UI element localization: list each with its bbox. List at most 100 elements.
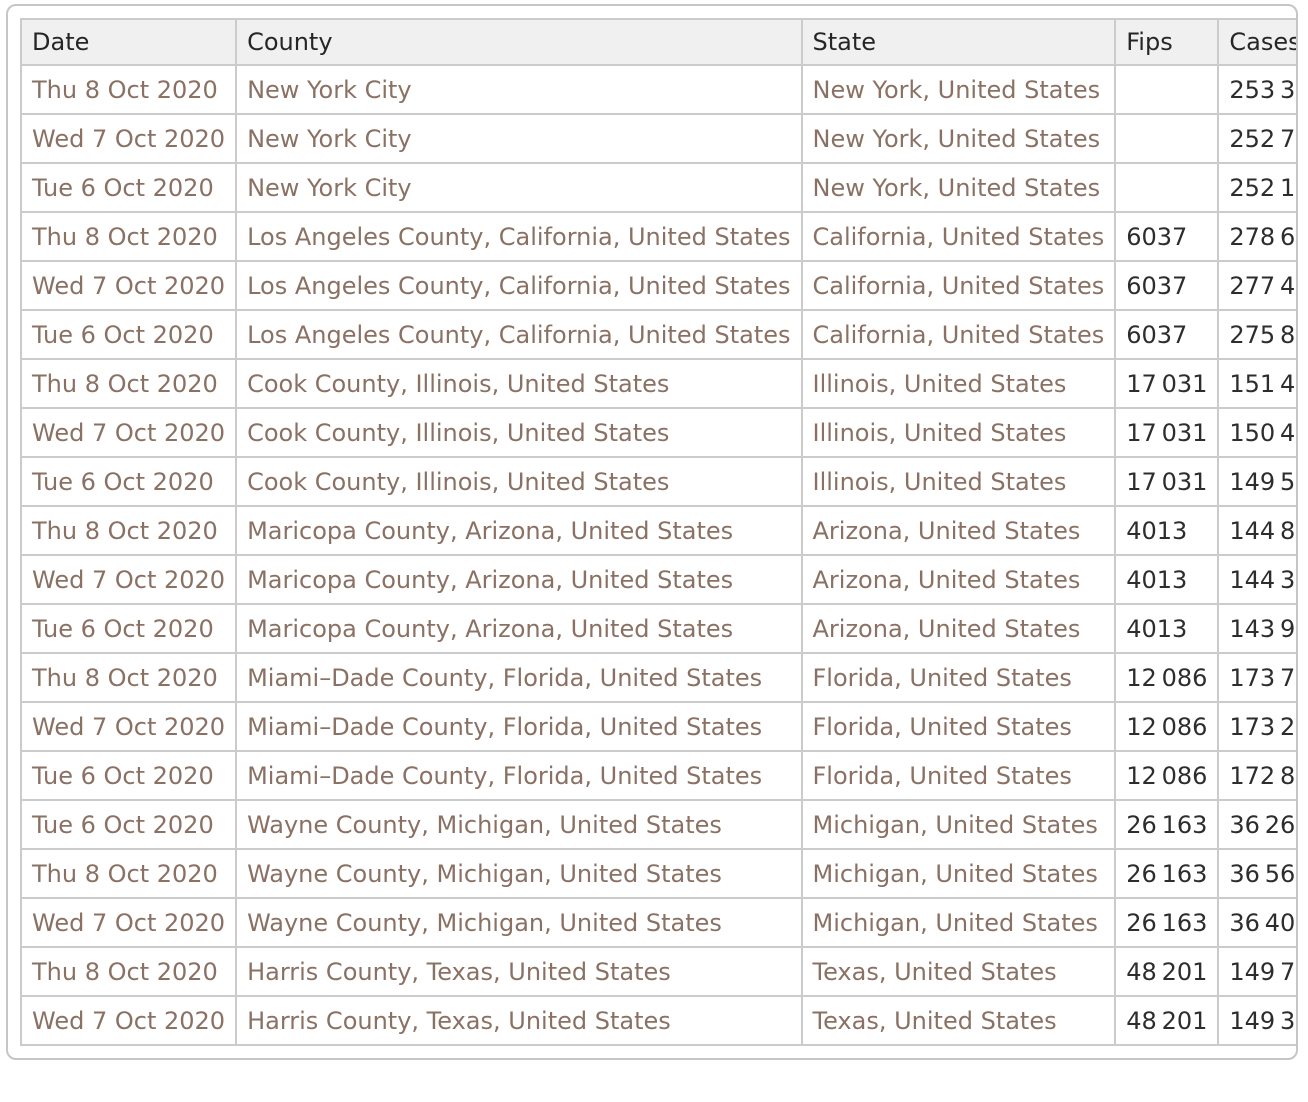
cell-county: New York City: [235, 162, 803, 213]
table-row: Thu 8 Oct 2020 Maricopa County, Arizona,…: [19, 505, 1296, 556]
column-header-county: County: [235, 18, 803, 66]
table-row: Wed 7 Oct 2020 Miami–Dade County, Florid…: [19, 701, 1296, 752]
table-row: Thu 8 Oct 2020 Miami–Dade County, Florid…: [19, 652, 1296, 703]
cell-state: Illinois, United States: [800, 407, 1117, 458]
cell-cases: 149 394: [1217, 995, 1296, 1046]
cell-date: Thu 8 Oct 2020: [19, 211, 238, 262]
cell-state: Florida, United States: [800, 701, 1117, 752]
cell-date: Wed 7 Oct 2020: [19, 554, 238, 605]
cell-county: Cook County, Illinois, United States: [235, 358, 803, 409]
cell-county: Maricopa County, Arizona, United States: [235, 505, 803, 556]
cell-cases: 149 588: [1217, 456, 1296, 507]
cell-cases: 278 665: [1217, 211, 1296, 262]
cell-cases: 150 400: [1217, 407, 1296, 458]
cell-county: Los Angeles County, California, United S…: [235, 211, 803, 262]
cell-fips: [1114, 64, 1220, 115]
cell-state: New York, United States: [800, 162, 1117, 213]
table-row: Tue 6 Oct 2020 New York City New York, U…: [19, 162, 1296, 213]
table-row: Tue 6 Oct 2020 Maricopa County, Arizona,…: [19, 603, 1296, 654]
cell-date: Tue 6 Oct 2020: [19, 799, 238, 850]
data-table: Date County State Fips Cases Deaths Thu …: [19, 18, 1296, 1046]
cell-fips: 17 031: [1114, 456, 1220, 507]
cell-county: Los Angeles County, California, United S…: [235, 260, 803, 311]
cell-fips: 12 086: [1114, 750, 1220, 801]
cell-state: Arizona, United States: [800, 554, 1117, 605]
cell-date: Tue 6 Oct 2020: [19, 456, 238, 507]
cell-fips: 4013: [1114, 554, 1220, 605]
cell-cases: 36 402: [1217, 897, 1296, 948]
table-row: Wed 7 Oct 2020 Harris County, Texas, Uni…: [19, 995, 1296, 1046]
cell-date: Tue 6 Oct 2020: [19, 162, 238, 213]
cell-county: Harris County, Texas, United States: [235, 995, 803, 1046]
cell-state: Illinois, United States: [800, 358, 1117, 409]
cell-state: California, United States: [800, 260, 1117, 311]
table-row: Thu 8 Oct 2020 New York City New York, U…: [19, 64, 1296, 115]
cell-county: Wayne County, Michigan, United States: [235, 799, 803, 850]
cell-cases: 277 445: [1217, 260, 1296, 311]
cell-county: Cook County, Illinois, United States: [235, 456, 803, 507]
table-row: Tue 6 Oct 2020 Cook County, Illinois, Un…: [19, 456, 1296, 507]
column-header-date: Date: [19, 18, 238, 66]
cell-date: Tue 6 Oct 2020: [19, 603, 238, 654]
cell-fips: 48 201: [1114, 946, 1220, 997]
cell-fips: 6037: [1114, 211, 1220, 262]
cell-cases: 144 867: [1217, 505, 1296, 556]
cell-date: Wed 7 Oct 2020: [19, 897, 238, 948]
cell-date: Thu 8 Oct 2020: [19, 358, 238, 409]
cell-fips: 17 031: [1114, 407, 1220, 458]
column-header-cases: Cases: [1217, 18, 1296, 66]
cell-fips: 48 201: [1114, 995, 1220, 1046]
cell-cases: 173 279: [1217, 701, 1296, 752]
cell-state: Florida, United States: [800, 652, 1117, 703]
cell-date: Wed 7 Oct 2020: [19, 260, 238, 311]
dataset-widget: Date County State Fips Cases Deaths Thu …: [6, 4, 1298, 1060]
cell-date: Wed 7 Oct 2020: [19, 995, 238, 1046]
cell-cases: 151 474: [1217, 358, 1296, 409]
cell-state: Arizona, United States: [800, 603, 1117, 654]
cell-county: Wayne County, Michigan, United States: [235, 848, 803, 899]
table-row: Wed 7 Oct 2020 Cook County, Illinois, Un…: [19, 407, 1296, 458]
table-body: Thu 8 Oct 2020 New York City New York, U…: [19, 64, 1296, 1046]
cell-fips: 26 163: [1114, 897, 1220, 948]
table-row: Wed 7 Oct 2020 New York City New York, U…: [19, 113, 1296, 164]
cell-state: Michigan, United States: [800, 799, 1117, 850]
cell-fips: 12 086: [1114, 652, 1220, 703]
column-header-fips: Fips: [1114, 18, 1220, 66]
cell-cases: 252 703: [1217, 113, 1296, 164]
column-header-state: State: [800, 18, 1117, 66]
cell-county: Cook County, Illinois, United States: [235, 407, 803, 458]
cell-county: Harris County, Texas, United States: [235, 946, 803, 997]
cell-state: Michigan, United States: [800, 897, 1117, 948]
cell-county: Wayne County, Michigan, United States: [235, 897, 803, 948]
header-row: Date County State Fips Cases Deaths: [19, 18, 1296, 66]
table-row: Wed 7 Oct 2020 Los Angeles County, Calif…: [19, 260, 1296, 311]
cell-state: New York, United States: [800, 113, 1117, 164]
table-row: Thu 8 Oct 2020 Wayne County, Michigan, U…: [19, 848, 1296, 899]
cell-county: Maricopa County, Arizona, United States: [235, 603, 803, 654]
cell-state: California, United States: [800, 309, 1117, 360]
cell-cases: 252 159: [1217, 162, 1296, 213]
table-row: Wed 7 Oct 2020 Wayne County, Michigan, U…: [19, 897, 1296, 948]
cell-cases: 36 564: [1217, 848, 1296, 899]
cell-date: Wed 7 Oct 2020: [19, 701, 238, 752]
cell-cases: 36 263: [1217, 799, 1296, 850]
cell-county: Maricopa County, Arizona, United States: [235, 554, 803, 605]
cell-county: Miami–Dade County, Florida, United State…: [235, 701, 803, 752]
cell-county: New York City: [235, 64, 803, 115]
cell-fips: 4013: [1114, 505, 1220, 556]
cell-state: Texas, United States: [800, 946, 1117, 997]
cell-fips: 4013: [1114, 603, 1220, 654]
cell-state: Florida, United States: [800, 750, 1117, 801]
cell-fips: 26 163: [1114, 799, 1220, 850]
cell-fips: [1114, 113, 1220, 164]
cell-fips: 12 086: [1114, 701, 1220, 752]
cell-fips: 26 163: [1114, 848, 1220, 899]
cell-date: Thu 8 Oct 2020: [19, 652, 238, 703]
cell-cases: 275 856: [1217, 309, 1296, 360]
cell-date: Thu 8 Oct 2020: [19, 505, 238, 556]
table-row: Thu 8 Oct 2020 Harris County, Texas, Uni…: [19, 946, 1296, 997]
table-row: Tue 6 Oct 2020 Wayne County, Michigan, U…: [19, 799, 1296, 850]
cell-date: Thu 8 Oct 2020: [19, 64, 238, 115]
cell-cases: 253 398: [1217, 64, 1296, 115]
table-row: Thu 8 Oct 2020 Cook County, Illinois, Un…: [19, 358, 1296, 409]
